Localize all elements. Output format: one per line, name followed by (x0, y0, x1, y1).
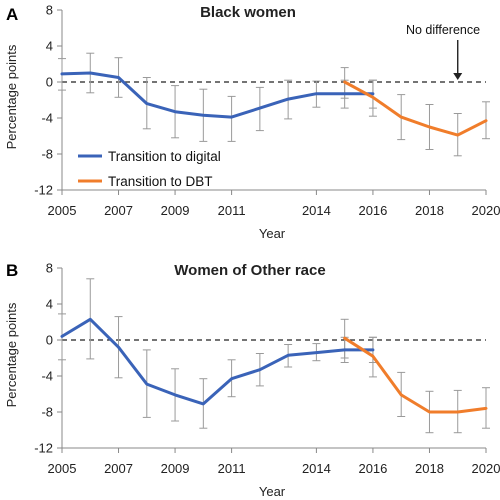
annotation-arrow-head (453, 73, 463, 80)
legend-label-digital: Transition to digital (108, 149, 221, 164)
x-axis-label: Year (259, 484, 286, 499)
y-tick-label: -12 (34, 183, 53, 198)
x-tick-label: 2014 (302, 461, 331, 476)
series-line-transition-to-dbt (343, 336, 488, 414)
series-line-transition-to-digital (60, 71, 375, 119)
y-tick-label: 8 (46, 261, 53, 276)
x-tick-label: 2018 (415, 461, 444, 476)
x-tick-label: 2009 (161, 203, 190, 218)
x-tick-label: 2007 (104, 461, 133, 476)
x-axis-label: Year (259, 226, 286, 241)
y-tick-label: 4 (46, 39, 53, 54)
x-tick-label: 2007 (104, 203, 133, 218)
panel-b: B Women of Other race Percentage points … (4, 261, 500, 500)
panel-letter: B (6, 261, 18, 280)
legend-item-dbt: Transition to DBT (78, 174, 213, 189)
legend-item-digital: Transition to digital (78, 149, 221, 164)
series-line-transition-to-digital (60, 317, 375, 406)
y-tick-label: 0 (46, 333, 53, 348)
panel-letter: A (6, 5, 18, 24)
x-tick-label: 2020 (472, 203, 500, 218)
panel-a: A Black women Percentage points Year No … (4, 3, 500, 242)
legend: Transition to digital Transition to DBT (78, 149, 221, 189)
x-tick-label: 2018 (415, 203, 444, 218)
x-tick-label: 2011 (218, 461, 246, 476)
x-tick-label: 2016 (358, 203, 387, 218)
y-tick-label: -4 (41, 369, 53, 384)
y-tick-label: -12 (34, 441, 53, 456)
plot-area: 8 4 0 -4 -8 -12 2005 2007 2009 2011 2014 2016 2018 20… (34, 261, 500, 477)
x-tick-label: 2011 (218, 203, 246, 218)
x-tick-label: 2014 (302, 203, 331, 218)
x-tick-label: 2009 (161, 461, 190, 476)
x-tick-label: 2005 (48, 203, 77, 218)
series-line-transition-to-dbt (343, 80, 488, 137)
y-tick-label: 4 (46, 297, 53, 312)
x-tick-label: 2005 (48, 461, 77, 476)
y-axis-label: Percentage points (4, 44, 19, 149)
legend-label-dbt: Transition to DBT (108, 174, 213, 189)
no-difference-annotation: No difference (406, 23, 480, 37)
chart-title: Women of Other race (174, 262, 325, 279)
x-tick-label: 2016 (358, 461, 387, 476)
y-tick-label: -4 (41, 111, 53, 126)
y-tick-label: -8 (41, 405, 53, 420)
y-tick-label: 0 (46, 75, 53, 90)
y-tick-label: -8 (41, 147, 53, 162)
y-tick-label: 8 (46, 3, 53, 18)
x-tick-label: 2020 (472, 461, 500, 476)
plot-area: 8 4 0 -4 -8 -12 2005 2007 2009 2011 2014 2016 2018 20… (34, 3, 500, 219)
chart-title: Black women (200, 4, 296, 21)
y-axis-label: Percentage points (4, 302, 19, 407)
